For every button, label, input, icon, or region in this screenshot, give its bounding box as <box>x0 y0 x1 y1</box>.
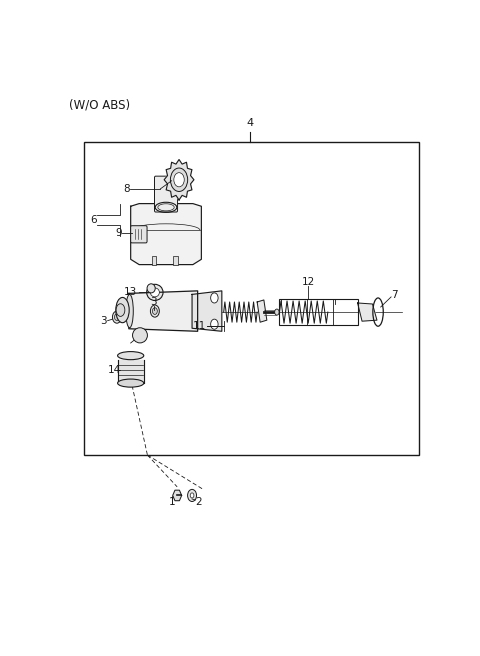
Polygon shape <box>358 303 377 321</box>
Ellipse shape <box>150 288 159 297</box>
Circle shape <box>170 168 188 192</box>
Circle shape <box>114 314 120 321</box>
Bar <box>84 142 419 455</box>
Text: 4: 4 <box>246 117 253 128</box>
Text: 1: 1 <box>169 497 176 507</box>
Polygon shape <box>129 291 198 331</box>
Circle shape <box>190 493 194 498</box>
Circle shape <box>174 173 184 187</box>
Circle shape <box>150 305 159 317</box>
Polygon shape <box>118 359 144 383</box>
Text: 2: 2 <box>195 497 202 507</box>
Text: 7: 7 <box>391 290 397 300</box>
Ellipse shape <box>132 328 147 343</box>
Text: 3: 3 <box>101 316 107 325</box>
Bar <box>173 256 178 264</box>
Text: 13: 13 <box>124 287 137 297</box>
Text: 6: 6 <box>90 215 97 225</box>
Polygon shape <box>257 300 267 322</box>
Circle shape <box>275 309 279 315</box>
Bar <box>279 299 358 325</box>
Ellipse shape <box>126 295 133 328</box>
Circle shape <box>112 311 121 323</box>
Ellipse shape <box>118 352 144 359</box>
Ellipse shape <box>116 297 129 323</box>
Ellipse shape <box>118 379 144 387</box>
Polygon shape <box>173 490 181 501</box>
Text: 3: 3 <box>150 297 157 308</box>
FancyBboxPatch shape <box>131 226 147 243</box>
Text: 14: 14 <box>108 365 120 375</box>
Text: 9: 9 <box>116 228 122 238</box>
Polygon shape <box>131 203 202 264</box>
Circle shape <box>153 308 157 314</box>
Bar <box>152 256 156 264</box>
Text: 12: 12 <box>302 277 315 287</box>
Text: 8: 8 <box>123 184 130 194</box>
Ellipse shape <box>147 284 155 293</box>
Ellipse shape <box>116 304 125 316</box>
Text: 11: 11 <box>193 321 206 331</box>
Polygon shape <box>192 291 222 331</box>
Polygon shape <box>164 159 194 200</box>
FancyBboxPatch shape <box>155 176 178 212</box>
Ellipse shape <box>147 284 163 300</box>
Text: (W/O ABS): (W/O ABS) <box>69 99 131 112</box>
Circle shape <box>188 489 196 501</box>
Circle shape <box>211 319 218 329</box>
Circle shape <box>211 293 218 303</box>
